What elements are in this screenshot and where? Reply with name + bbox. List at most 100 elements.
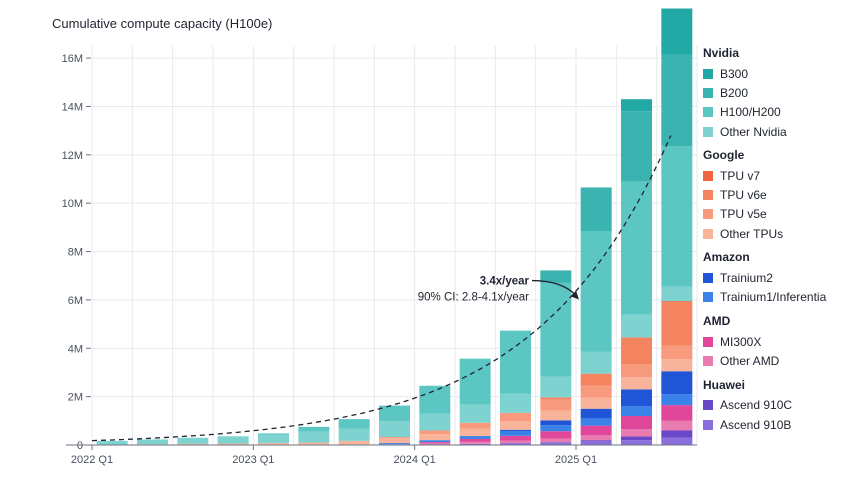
legend-label: TPU v7 bbox=[720, 168, 761, 183]
bar-segment bbox=[338, 419, 370, 429]
bar-segment bbox=[580, 418, 612, 426]
legend-group-title: Amazon bbox=[703, 250, 750, 265]
legend-group: AMD MI300X Other AMD bbox=[703, 314, 863, 371]
legend-item: Other AMD bbox=[703, 351, 863, 370]
bar-segment bbox=[580, 440, 612, 442]
legend: Nvidia B300 B200 H100/H200 Other Nvidia Googl… bbox=[703, 46, 863, 441]
bar-segment bbox=[540, 282, 572, 377]
bar-segment bbox=[500, 440, 531, 444]
legend-item: B200 bbox=[703, 83, 863, 102]
bar-segment bbox=[580, 441, 612, 445]
bar-segment bbox=[661, 146, 693, 287]
bar-segment bbox=[661, 420, 693, 431]
bar-segment bbox=[661, 359, 693, 372]
legend-label: TPU v6e bbox=[720, 188, 767, 203]
legend-group: Huawei Ascend 910C Ascend 910B bbox=[703, 378, 863, 435]
bar-segment bbox=[661, 286, 693, 302]
bar-segment bbox=[500, 429, 531, 431]
bar-segment bbox=[540, 376, 572, 398]
bar-segment bbox=[217, 436, 249, 444]
legend-item: Other Nvidia bbox=[703, 122, 863, 141]
legend-item: B300 bbox=[703, 64, 863, 83]
bar-segment bbox=[459, 438, 491, 442]
legend-label: B300 bbox=[720, 66, 749, 81]
y-tick-label: 8M bbox=[68, 247, 83, 259]
y-tick-label: 4M bbox=[68, 343, 83, 355]
bar-segment bbox=[580, 351, 612, 374]
annotation-arrowhead bbox=[571, 290, 579, 300]
legend-group-title: Huawei bbox=[703, 377, 746, 392]
trend-annotation-ci: 90% CI: 2.8-4.1x/year bbox=[418, 292, 529, 304]
bar-segment bbox=[419, 434, 451, 441]
x-tick-label: 2023 Q1 bbox=[232, 454, 274, 466]
bar-segment bbox=[500, 443, 531, 445]
bar-segment bbox=[540, 270, 572, 283]
bar-segment bbox=[621, 436, 652, 441]
bar-segment bbox=[580, 435, 612, 441]
bar-segment bbox=[661, 8, 693, 55]
legend-swatch bbox=[703, 107, 713, 118]
legend-item: TPU v5e bbox=[703, 205, 863, 224]
bar-segment bbox=[500, 435, 531, 441]
legend-swatch bbox=[703, 170, 713, 181]
bar-segment bbox=[500, 421, 531, 430]
legend-swatch bbox=[703, 190, 713, 201]
legend-label: Trainium2 bbox=[720, 271, 773, 286]
legend-label: Other TPUs bbox=[720, 226, 784, 241]
bar-segment bbox=[580, 425, 612, 436]
legend-swatch bbox=[703, 292, 713, 303]
legend-swatch bbox=[703, 87, 713, 98]
bar-segment bbox=[661, 430, 693, 438]
legend-group-title: AMD bbox=[703, 313, 731, 328]
bar-segment bbox=[258, 433, 289, 435]
bar-segment bbox=[540, 420, 572, 426]
x-tick-label: 2025 Q1 bbox=[555, 454, 597, 466]
bar-segment bbox=[580, 397, 612, 409]
legend-swatch bbox=[703, 126, 713, 137]
stacked-bar-chart: 0 2M 4M 6M 8M 10M 12M 14M 16M 2022 Q1 2023 Q1 2024 … bbox=[62, 8, 698, 466]
x-tick-label: 2024 Q1 bbox=[394, 454, 436, 466]
bar-segment bbox=[661, 302, 693, 346]
bar-segment bbox=[379, 405, 410, 422]
bar-segment bbox=[217, 443, 249, 445]
bar-segment bbox=[500, 412, 531, 422]
bar-segment bbox=[177, 437, 209, 444]
legend-swatch bbox=[703, 419, 713, 430]
bar-segment bbox=[379, 443, 410, 445]
legend-swatch bbox=[703, 209, 713, 220]
bar-segment bbox=[379, 437, 410, 439]
y-tick-label: 0 bbox=[77, 440, 83, 452]
bar-segment bbox=[661, 301, 693, 303]
bar-segment bbox=[298, 442, 330, 445]
legend-group: Google TPU v7 TPU v6e TPU v5e Other TPUs bbox=[703, 148, 863, 243]
bar-segment bbox=[661, 54, 693, 147]
legend-label: H100/H200 bbox=[720, 105, 781, 120]
bar-segment bbox=[621, 99, 652, 112]
bar-segment bbox=[661, 405, 693, 421]
bar-segment bbox=[459, 443, 491, 445]
bar-segment bbox=[96, 440, 128, 445]
bar-segment bbox=[621, 389, 652, 407]
bar-segment bbox=[459, 441, 491, 444]
legend-swatch bbox=[703, 355, 713, 366]
bar-segment bbox=[258, 443, 289, 445]
bar-segment bbox=[298, 431, 330, 443]
legend-label: Trainium1/Inferentia bbox=[720, 290, 827, 305]
bar-segment bbox=[621, 181, 652, 315]
trend-annotation-label: 3.4x/year bbox=[480, 276, 530, 288]
chart-title: Cumulative compute capacity (H100e) bbox=[52, 16, 273, 31]
y-tick-label: 12M bbox=[62, 150, 83, 162]
legend-group-title: Nvidia bbox=[703, 46, 740, 60]
bar-segment bbox=[621, 337, 652, 364]
bar-segment bbox=[621, 440, 652, 445]
bar-segment bbox=[661, 371, 693, 395]
legend-group: Amazon Trainium2 Trainium1/Inferentia bbox=[703, 250, 863, 307]
bar-segment bbox=[419, 413, 451, 431]
legend-item: Trainium2 bbox=[703, 268, 863, 287]
bar-segment bbox=[580, 187, 612, 231]
bar-segment bbox=[621, 377, 652, 390]
bar-segment bbox=[540, 410, 572, 421]
bar-segment bbox=[258, 434, 289, 444]
bar-segment bbox=[419, 385, 451, 414]
